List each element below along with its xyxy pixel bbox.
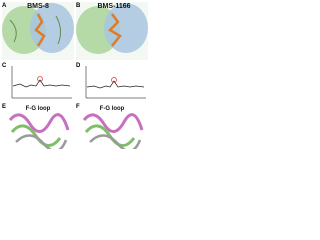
ribbon — [89, 134, 142, 149]
panel-letter: E — [2, 104, 6, 110]
panel-letter: A — [2, 3, 7, 9]
trace — [12, 79, 71, 88]
ligand — [34, 13, 46, 47]
panel-title: BMS-8 — [27, 3, 49, 10]
ribbon — [15, 134, 68, 149]
panel-title: F-G loop — [100, 106, 125, 112]
panel-e: E F-G loop — [2, 104, 70, 149]
panel-letter: D — [76, 63, 81, 69]
panel-b: B BMS-1166 — [76, 2, 148, 60]
ligand — [107, 13, 122, 47]
ribbon — [82, 113, 144, 133]
ribbon — [9, 15, 62, 45]
panel-a: A BMS-8 — [2, 2, 74, 60]
panel-letter: B — [76, 3, 81, 9]
panel-d: D — [76, 63, 146, 99]
panel-title: BMS-1166 — [97, 3, 130, 10]
panel-f: F F-G loop — [76, 104, 144, 149]
highlight — [111, 77, 117, 83]
panel-c: C — [2, 63, 72, 99]
highlight — [37, 76, 43, 82]
ribbon — [8, 113, 70, 133]
figure: A BMS-8 B BMS-1166 C D E F-G loop F F-G … — [2, 2, 148, 149]
panel-letter: C — [2, 63, 7, 69]
panel-letter: F — [76, 104, 80, 110]
trace — [86, 80, 145, 89]
panel-title: F-G loop — [26, 106, 51, 112]
